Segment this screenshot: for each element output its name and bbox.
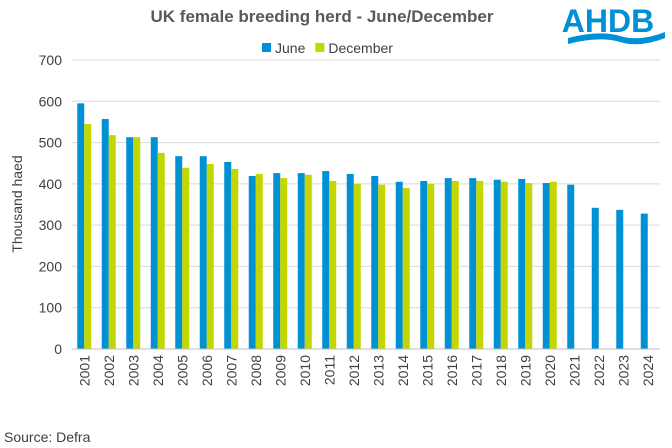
bar-december-2007 [231,168,239,349]
x-tick-label: 2011 [321,355,337,385]
bar-december-2011 [329,180,337,349]
bar-june-2020 [542,183,550,349]
bar-june-2007 [224,161,232,349]
x-tick-label: 2018 [493,355,509,386]
bar-june-2004 [150,137,158,349]
bar-december-2015 [427,183,435,349]
y-tick-label: 600 [39,93,63,109]
bar-december-2001 [84,123,92,349]
legend-swatch [262,43,271,52]
x-tick-label: 2017 [468,355,484,386]
bar-december-2003 [133,137,141,349]
y-tick-label: 700 [39,52,63,68]
bar-june-2005 [175,156,183,349]
x-tick-label: 2022 [591,355,607,386]
bar-december-2019 [525,183,533,349]
legend-label: June [275,40,306,56]
bar-december-2014 [402,187,410,349]
x-tick-label: 2005 [174,355,190,386]
bar-june-2008 [248,176,256,349]
x-tick-label: 2008 [248,355,264,386]
y-tick-label: 500 [39,135,63,151]
source-note: Source: Defra [4,429,91,445]
legend-label: December [328,40,393,56]
y-tick-label: 200 [39,258,63,274]
x-tick-label: 2024 [640,355,656,386]
bar-december-2004 [157,152,165,349]
bar-december-2017 [476,180,484,349]
x-tick-label: 2021 [566,355,582,386]
x-tick-label: 2009 [272,355,288,386]
x-tick-label: 2014 [395,355,411,386]
x-tick-label: 2013 [370,355,386,386]
bar-june-2017 [469,178,477,349]
bar-december-2020 [549,181,557,349]
bar-june-2012 [346,173,354,349]
bar-june-2019 [518,178,526,349]
bar-june-2015 [420,180,428,349]
y-tick-label: 300 [39,217,63,233]
bar-december-2012 [353,183,361,349]
ahdb-logo: AHDB [562,3,665,45]
x-tick-label: 2015 [419,355,435,386]
bar-june-2014 [395,181,403,349]
chart-title: UK female breeding herd - June/December [151,7,494,26]
bar-june-2002 [101,119,109,349]
x-tick-label: 2019 [517,355,533,386]
bar-december-2010 [304,174,312,349]
legend-swatch [315,43,325,52]
svg-text:AHDB: AHDB [562,3,654,39]
x-tick-label: 2004 [150,355,166,386]
bar-december-2008 [255,173,263,349]
bar-december-2016 [451,180,459,349]
x-tick-label: 2002 [101,355,117,386]
x-tick-label: 2001 [76,355,92,386]
bar-december-2005 [182,167,190,349]
bar-june-2003 [126,137,134,349]
bar-december-2009 [280,178,288,349]
bar-june-2001 [77,103,85,349]
x-tick-label: 2010 [297,355,313,386]
bar-june-2006 [199,156,207,349]
bar-december-2018 [500,181,508,349]
x-tick-label: 2012 [346,355,362,386]
bar-june-2010 [297,173,305,349]
x-tick-label: 2007 [223,355,239,386]
bar-june-2023 [616,209,624,349]
y-tick-label: 100 [39,300,63,316]
legend: June December [262,40,393,56]
bar-june-2018 [493,179,501,349]
x-tick-label: 2023 [615,355,631,386]
bar-june-2009 [273,173,281,349]
y-axis-label: Thousand haed [9,155,25,252]
bar-december-2013 [378,184,386,349]
bar-june-2013 [371,176,379,349]
bar-december-2002 [108,135,116,349]
x-tick-label: 2003 [125,355,141,386]
y-tick-label: 400 [39,176,63,192]
bar-june-2021 [567,184,575,349]
x-tick-label: 2020 [542,355,558,386]
bar-december-2006 [206,164,214,349]
bar-june-2024 [640,213,648,349]
y-tick-label: 0 [54,341,62,357]
x-tick-label: 2006 [199,355,215,386]
bar-june-2016 [444,178,452,349]
x-tick-label: 2016 [444,355,460,386]
bar-june-2011 [322,171,330,349]
bar-june-2022 [591,207,599,349]
